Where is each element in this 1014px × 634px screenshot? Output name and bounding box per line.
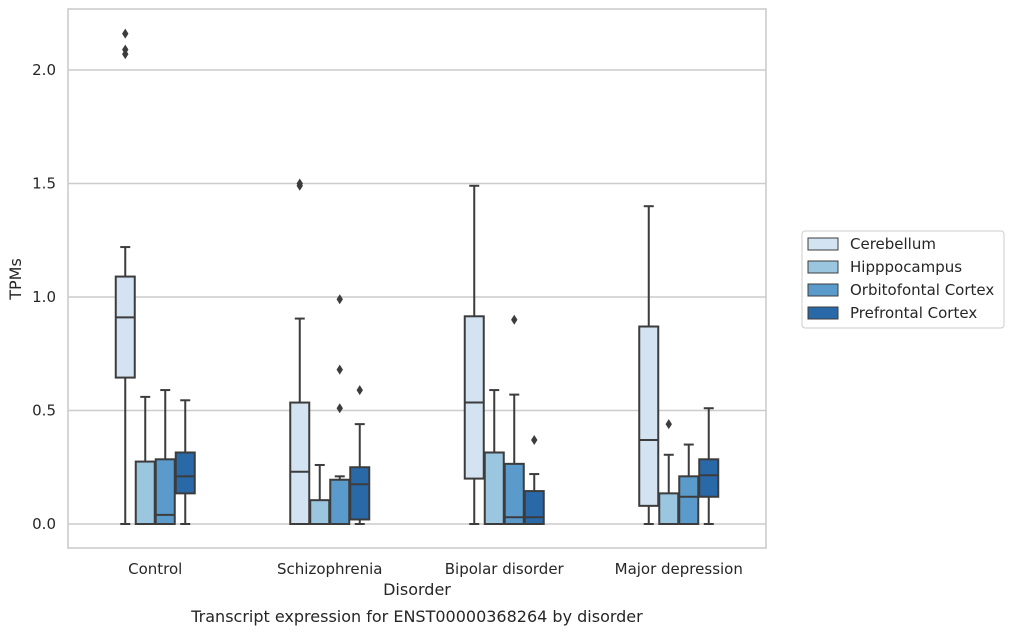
y-tick-labels: 0.0 0.5 1.0 1.5 2.0	[32, 61, 56, 533]
box-bipolar-disorder-prefrontal-cortex-outlier-0	[531, 435, 538, 446]
box-bipolar-disorder-orbitofontal-cortex	[503, 314, 525, 525]
legend-swatch-prefrontal-cortex	[807, 306, 839, 320]
box-schizophrenia-orbitofontal-cortex-outlier-1	[336, 364, 343, 375]
box-control-cerebellum-iqr	[114, 275, 136, 379]
y-axis-title: TPMs	[6, 258, 25, 301]
box-major-depression-hipppocampus-iqr	[658, 492, 680, 526]
box-schizophrenia-orbitofontal-cortex	[329, 294, 351, 525]
box-schizophrenia-orbitofontal-cortex-iqr	[329, 478, 351, 525]
box-major-depression-prefrontal-cortex	[698, 407, 720, 525]
legend: Cerebellum Hipppocampus Orbitofontal Corte…	[801, 230, 1005, 329]
box-bipolar-disorder-prefrontal-cortex-iqr	[523, 490, 545, 525]
box-control-cerebellum	[114, 28, 136, 525]
box-control-hipppocampus	[134, 395, 156, 526]
series-orbitofontal-cortex	[154, 294, 700, 525]
box-control-cerebellum-outlier-2	[122, 28, 129, 39]
legend-frame	[801, 230, 1005, 329]
box-major-depression-hipppocampus-outlier-0	[665, 419, 672, 430]
box-bipolar-disorder-cerebellum	[463, 184, 485, 525]
box-schizophrenia-prefrontal-cortex	[349, 385, 371, 525]
box-bipolar-disorder-orbitofontal-cortex-outlier-0	[511, 314, 518, 325]
box-schizophrenia-prefrontal-cortex-iqr	[349, 466, 371, 521]
y-tick-label-2: 1.0	[32, 288, 56, 306]
box-groups	[114, 28, 720, 526]
box-major-depression-orbitofontal-cortex-iqr	[678, 475, 700, 525]
box-schizophrenia-orbitofontal-cortex-outlier-2	[336, 294, 343, 305]
box-bipolar-disorder-orbitofontal-cortex-iqr	[503, 462, 525, 525]
box-bipolar-disorder-cerebellum-iqr	[463, 315, 485, 480]
box-major-depression-hipppocampus	[658, 419, 680, 526]
chart-caption: Transcript expression for ENST0000036826…	[190, 607, 643, 626]
legend-label-prefrontal-cortex: Prefrontal Cortex	[850, 304, 977, 322]
legend-label-cerebellum: Cerebellum	[850, 235, 936, 253]
series-prefrontal-cortex	[174, 385, 720, 525]
box-control-prefrontal-cortex	[174, 399, 196, 525]
legend-swatch-orbitofontal-cortex	[807, 283, 839, 297]
box-major-depression-orbitofontal-cortex	[678, 443, 700, 525]
box-major-depression-prefrontal-cortex-iqr	[698, 458, 720, 498]
legend-swatch-hipppocampus	[807, 260, 839, 274]
y-tick-label-1: 0.5	[32, 402, 56, 420]
box-control-prefrontal-cortex-iqr	[174, 451, 196, 495]
box-schizophrenia-cerebellum	[289, 178, 311, 525]
box-control-cerebellum-outlier-1	[122, 44, 129, 55]
y-tick-label-4: 2.0	[32, 61, 56, 79]
x-tick-labels: Control Schizophrenia Bipolar disorder Majo…	[128, 560, 743, 578]
box-schizophrenia-hipppocampus-iqr	[309, 499, 331, 526]
box-major-depression-cerebellum	[638, 205, 660, 525]
series-cerebellum	[114, 28, 660, 525]
x-tick-label-control: Control	[128, 560, 182, 578]
box-schizophrenia-cerebellum-iqr	[289, 401, 311, 525]
legend-label-hipppocampus: Hipppocampus	[850, 258, 962, 276]
box-bipolar-disorder-prefrontal-cortex	[523, 435, 545, 525]
box-bipolar-disorder-hipppocampus	[483, 389, 505, 525]
legend-label-orbitofontal-cortex: Orbitofontal Cortex	[850, 281, 994, 299]
series-hipppocampus	[134, 389, 680, 526]
y-tick-label-3: 1.5	[32, 175, 56, 193]
legend-swatch-cerebellum	[807, 237, 839, 251]
plot-frame	[67, 8, 767, 549]
box-control-hipppocampus-iqr	[134, 460, 156, 526]
x-tick-label-bipolar-disorder: Bipolar disorder	[445, 560, 565, 578]
box-schizophrenia-cerebellum-outlier-1	[296, 178, 303, 189]
box-control-orbitofontal-cortex	[154, 389, 176, 525]
x-tick-label-major-depression: Major depression	[615, 560, 743, 578]
box-schizophrenia-prefrontal-cortex-outlier-0	[356, 385, 363, 396]
x-tick-label-schizophrenia: Schizophrenia	[277, 560, 382, 578]
box-schizophrenia-orbitofontal-cortex-outlier-0	[336, 403, 343, 414]
x-axis-title: Disorder	[383, 580, 451, 599]
box-major-depression-cerebellum-iqr	[638, 325, 660, 507]
y-tick-label-0: 0.0	[32, 515, 56, 533]
box-bipolar-disorder-hipppocampus-iqr	[483, 451, 505, 525]
